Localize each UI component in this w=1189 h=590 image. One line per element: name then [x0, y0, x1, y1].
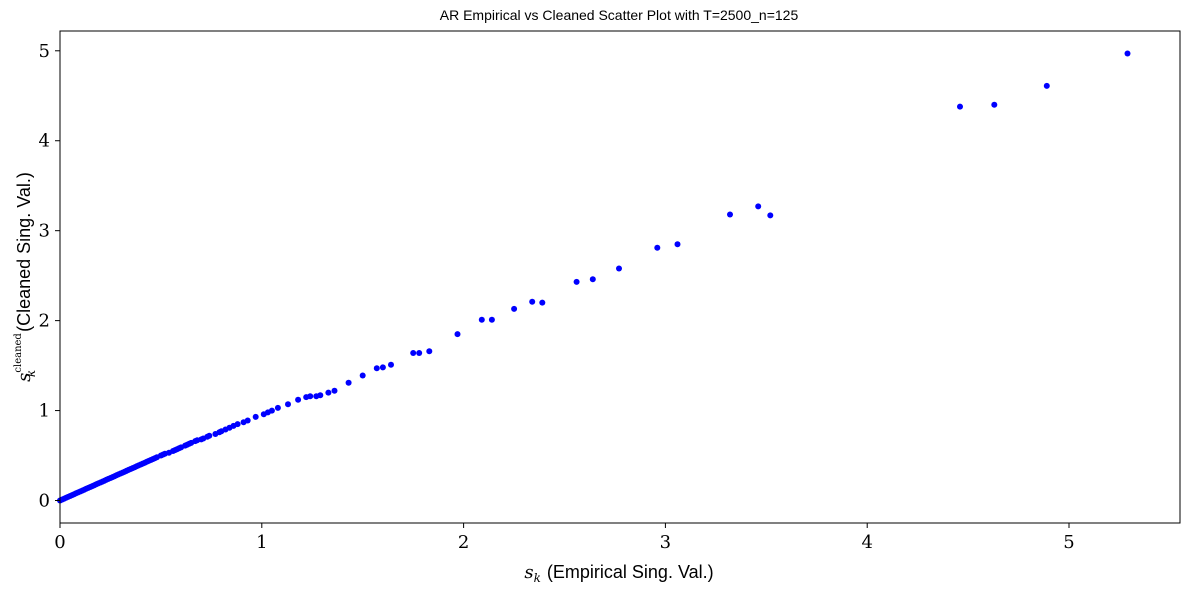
x-axis-label-symbol: s [524, 562, 533, 583]
data-point [307, 393, 314, 400]
data-point [727, 211, 733, 218]
y-tick-label: 5 [39, 41, 50, 62]
y-axis-ticks: 0 1 2 3 4 5 [39, 41, 60, 512]
data-point [529, 298, 536, 305]
x-axis-label-text: (Empirical Sing. Val.) [547, 562, 714, 582]
data-point [573, 278, 580, 285]
data-point [991, 101, 998, 108]
x-tick-label: 3 [660, 532, 671, 553]
x-tick-label: 0 [54, 532, 65, 553]
data-point [379, 364, 386, 371]
data-point [1043, 82, 1050, 89]
data-point [511, 305, 518, 312]
data-point [317, 392, 324, 399]
data-point [674, 241, 681, 248]
y-tick-label: 2 [39, 311, 50, 332]
data-point [1124, 50, 1131, 57]
data-point [244, 417, 251, 424]
x-tick-label: 2 [458, 532, 469, 553]
y-axis-label-text: (Cleaned Sing. Val.) [14, 172, 34, 332]
x-axis-label-subscript: k [534, 571, 541, 585]
y-axis-label-subscript: k [24, 370, 38, 377]
plot-frame [59, 30, 1181, 524]
y-tick-label: 0 [39, 491, 50, 512]
data-point [388, 361, 394, 368]
data-point [616, 265, 622, 272]
data-point [252, 413, 259, 420]
data-point [654, 244, 661, 251]
x-tick-label: 4 [861, 532, 872, 553]
data-point [454, 331, 461, 338]
data-point [234, 421, 241, 428]
data-point [478, 316, 485, 323]
chart-title: AR Empirical vs Cleaned Scatter Plot wit… [440, 7, 799, 23]
data-point [957, 103, 963, 110]
x-tick-label: 1 [256, 532, 267, 553]
y-tick-label: 1 [39, 401, 50, 422]
y-tick-label: 3 [39, 221, 50, 242]
data-point [488, 316, 495, 323]
x-axis-label: sk (Empirical Sing. Val.) [524, 562, 713, 585]
data-point [331, 387, 338, 394]
data-point [274, 404, 281, 411]
y-axis-label-symbol: s [14, 373, 35, 382]
data-point [285, 401, 291, 408]
data-point [589, 276, 596, 283]
data-point [416, 350, 423, 356]
data-point [410, 350, 417, 356]
data-points [57, 50, 1131, 504]
x-axis-ticks: 0 1 2 3 4 5 [54, 523, 1075, 553]
data-point [359, 372, 366, 379]
data-point [325, 389, 332, 396]
data-point [206, 432, 213, 439]
data-point [345, 379, 352, 386]
x-tick-label: 5 [1063, 532, 1074, 553]
y-axis-label-superscript: cleaned [13, 333, 24, 373]
data-point [767, 212, 774, 219]
data-point [426, 348, 433, 355]
y-axis-label: scleanedk (Cleaned Sing. Val.) [13, 172, 38, 382]
data-point [539, 299, 546, 306]
y-tick-label: 4 [39, 131, 50, 152]
data-point [295, 396, 302, 403]
data-point [268, 407, 275, 414]
data-point [755, 203, 762, 210]
data-point [373, 365, 380, 372]
